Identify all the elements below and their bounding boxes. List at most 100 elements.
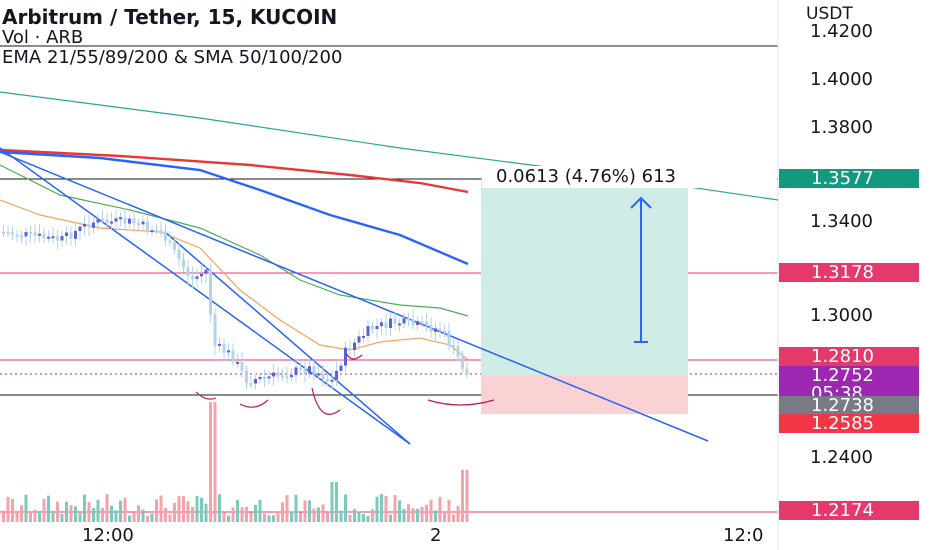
sma-blue-line <box>0 150 469 266</box>
volume-bar <box>281 502 284 522</box>
price-tick: 1.2400 <box>810 447 873 468</box>
candle-body <box>267 376 271 379</box>
candle-body <box>254 378 257 384</box>
volume-bar <box>155 499 158 522</box>
volume-bar <box>173 502 176 522</box>
volume-bar <box>92 508 95 522</box>
candle-body <box>398 323 401 326</box>
candle-body <box>56 236 59 241</box>
trendline-2[interactable] <box>164 231 411 445</box>
volume-bar <box>191 506 194 522</box>
trendline-1[interactable] <box>0 147 411 445</box>
time-tick: 12:00 <box>82 525 134 546</box>
price-tag-2[interactable]: 1.3178 <box>779 263 919 282</box>
volume-bar <box>2 510 5 522</box>
volume-bar <box>321 504 325 522</box>
price-tag-5[interactable]: 1.2738 <box>779 396 919 415</box>
measure-arrow-icon[interactable] <box>630 196 652 343</box>
candle-body <box>83 223 86 227</box>
price-tag-current[interactable]: 1.2752 <box>779 366 919 385</box>
volume-bar <box>461 470 464 522</box>
volume-bar <box>456 506 460 522</box>
volume-bar <box>335 482 338 522</box>
volume-bar <box>213 402 217 522</box>
volume-bar <box>465 470 469 522</box>
candle-body <box>24 232 28 237</box>
volume-bar <box>263 513 266 522</box>
volume-bar <box>308 500 311 522</box>
candle-body <box>407 318 410 321</box>
volume-bar <box>411 508 415 522</box>
volume-bar <box>389 514 392 522</box>
candle-body <box>222 343 226 353</box>
candle-body <box>159 230 163 233</box>
candle-body <box>128 218 131 224</box>
candle-body <box>384 322 388 329</box>
pattern-arc-4 <box>344 349 363 360</box>
candle-body <box>326 379 329 382</box>
volume-bar <box>137 505 140 522</box>
candle-body <box>420 321 424 324</box>
candle-body <box>317 373 320 376</box>
price-tick: 1.3400 <box>810 211 873 232</box>
volume-bar <box>186 501 190 522</box>
stop-zone[interactable] <box>481 375 688 414</box>
candle-body <box>245 370 248 384</box>
volume-bar <box>438 496 442 522</box>
candle-body <box>263 376 266 379</box>
candle-body <box>434 328 437 332</box>
price-tag-1[interactable]: 1.3577 <box>779 169 919 188</box>
candle-body <box>29 232 32 235</box>
price-tag-7[interactable]: 1.2174 <box>779 501 919 520</box>
candle-body <box>218 343 221 346</box>
volume-bar <box>141 509 145 522</box>
candle-body <box>299 367 302 370</box>
candle-body <box>105 219 109 223</box>
candle-body <box>344 347 347 366</box>
volume-bar <box>168 514 172 522</box>
volume-bar <box>33 509 37 522</box>
candle-body <box>101 219 104 222</box>
price-tag-6[interactable]: 1.2585 <box>779 414 919 433</box>
volume-bar <box>218 494 221 522</box>
time-tick: 12:0 <box>723 525 764 546</box>
volume-bar <box>15 510 19 522</box>
measure-label[interactable]: 0.0613 (4.76%) 613 <box>482 166 777 188</box>
candle-body <box>312 366 316 375</box>
candle-body <box>38 233 41 236</box>
candle-body <box>11 232 14 235</box>
volume-bar <box>276 510 280 522</box>
chart-legend[interactable]: Arbitrum / Tether, 15, KUCOIN Vol · ARB … <box>0 6 342 68</box>
candle-body <box>411 319 415 325</box>
volume-legend[interactable]: Vol · ARB <box>2 27 84 48</box>
volume-bar <box>447 499 451 522</box>
price-tag-3[interactable]: 1.2810 <box>779 347 919 366</box>
candle-body <box>227 350 230 353</box>
volume-bar <box>24 494 28 522</box>
volume-bar <box>299 512 302 522</box>
candle-body <box>375 326 379 329</box>
volume-bars <box>2 402 469 522</box>
volume-bar <box>362 513 365 522</box>
candle-body <box>380 322 383 327</box>
volume-bar <box>344 494 347 522</box>
candle-body <box>173 241 176 250</box>
volume-bar <box>236 499 239 522</box>
trendline-3[interactable] <box>0 151 709 442</box>
indicators-legend[interactable]: EMA 21/55/89/200 & SMA 50/100/200 <box>2 47 343 68</box>
volume-bar <box>222 512 226 522</box>
volume-bar <box>312 508 316 522</box>
candle-body <box>51 236 55 239</box>
volume-bar <box>240 507 244 522</box>
pattern-arc-1 <box>195 391 217 400</box>
target-zone[interactable] <box>481 179 688 375</box>
pattern-arc-5 <box>427 399 495 406</box>
volume-bar <box>182 496 185 522</box>
volume-bar <box>69 505 73 522</box>
candle-body <box>447 331 451 346</box>
volume-bar <box>110 505 113 522</box>
volume-bar <box>420 506 424 522</box>
volume-bar <box>326 512 329 522</box>
volume-bar <box>380 494 383 522</box>
symbol-title[interactable]: Arbitrum / Tether, 15, KUCOIN <box>2 5 338 29</box>
